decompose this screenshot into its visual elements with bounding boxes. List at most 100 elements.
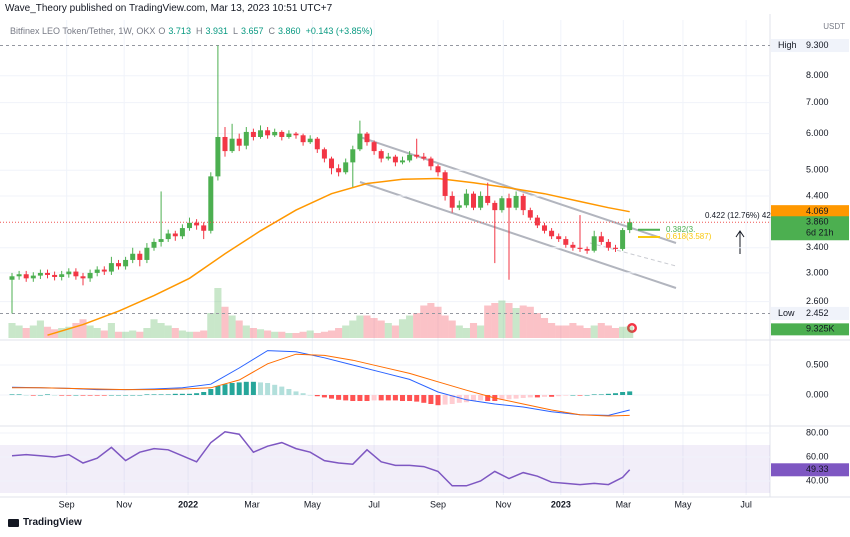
histogram-bar [130, 395, 136, 396]
histogram-bar [300, 393, 306, 396]
candle-body [471, 193, 477, 208]
ohlc-key: H [195, 26, 203, 36]
histogram-bar [243, 381, 249, 396]
volume-bar [491, 303, 499, 338]
y-tick-label: 5.000 [806, 165, 829, 175]
candle-body [30, 275, 36, 279]
volume-bar [604, 325, 612, 338]
histogram-bar [307, 395, 313, 396]
volume-bar [271, 331, 279, 338]
candle-body [520, 195, 526, 211]
volume-bar [590, 325, 598, 338]
volume-bar [143, 328, 151, 338]
volume-bar [207, 313, 215, 338]
y-tick-label: 3.400 [806, 242, 829, 252]
channel-midline [589, 242, 677, 267]
candle-body [435, 166, 441, 173]
volume-bar [555, 325, 563, 338]
histogram-bar [201, 392, 207, 396]
volume-bar [526, 306, 534, 338]
volume-bar [235, 320, 243, 338]
histogram-bar [123, 395, 129, 396]
candle-body [258, 130, 264, 137]
volume-bar [427, 303, 435, 338]
volume-bar [469, 323, 478, 338]
brand: TradingView [23, 517, 82, 528]
candle-body [16, 274, 22, 277]
fib-label: 0.382(3. [666, 225, 695, 234]
histogram-bar [87, 395, 93, 396]
histogram-bar [286, 389, 292, 396]
marker-label: Low [778, 308, 795, 318]
histogram-bar [9, 394, 15, 396]
candle-body [265, 130, 271, 136]
volume-bar [548, 323, 556, 338]
measure-label: 0.422 (12.76%) 422 [705, 211, 776, 220]
histogram-bar [456, 395, 462, 403]
volume-bar [484, 305, 492, 338]
volume-bar [193, 331, 201, 338]
histogram-bar [80, 395, 86, 396]
macd-line [11, 350, 630, 416]
volume-bar [335, 328, 343, 338]
histogram-bar [513, 395, 519, 399]
currency: USDT [823, 22, 845, 31]
y-tick-label: 6.000 [806, 128, 829, 138]
histogram-bar [279, 386, 285, 396]
histogram-bar [59, 395, 65, 396]
histogram-bar [94, 395, 100, 396]
histogram-bar [329, 395, 335, 399]
y-tick-label: 0.000 [806, 389, 829, 399]
y-tick-label: 8.000 [806, 70, 829, 80]
x-tick-label: Sep [430, 499, 446, 509]
last-price: 3.860 [806, 217, 829, 227]
histogram-bar [613, 393, 619, 396]
histogram-bar [30, 395, 36, 396]
histogram-bar [115, 395, 121, 396]
rsi-value-box [771, 463, 849, 477]
volume-bar [626, 326, 634, 338]
x-tick-label: Mar [244, 499, 260, 509]
volume-bar [356, 315, 364, 338]
volume-bar [43, 326, 52, 338]
candle-body [534, 217, 540, 226]
histogram-bar [66, 395, 72, 396]
volume-bar [619, 326, 627, 338]
volume-bar [107, 323, 115, 338]
volume-bar [462, 328, 470, 338]
fib-label: 0.618(3.587) [666, 232, 712, 241]
histogram-bar [272, 384, 278, 396]
volume-bar [384, 323, 392, 338]
candle-body [371, 142, 377, 152]
volume-bar [114, 331, 123, 338]
volume-value: 9.325K [806, 324, 835, 334]
volume-bar [597, 323, 605, 338]
macd-line [12, 353, 630, 417]
ma-value-box [771, 205, 849, 219]
histogram-bar [321, 395, 327, 398]
candle-body [428, 158, 434, 167]
candle-body [108, 263, 114, 272]
histogram-bar [172, 393, 178, 396]
volume-bar [36, 320, 44, 338]
x-tick-label: May [674, 499, 692, 509]
volume-bar [136, 331, 144, 338]
candle-body [407, 154, 413, 161]
volume-bar [93, 328, 101, 338]
volume-bar [86, 325, 94, 338]
histogram-bar [556, 395, 562, 397]
histogram-bar [236, 382, 242, 396]
marker-label: High [778, 40, 797, 50]
volume-bar [157, 323, 165, 338]
histogram-bar [364, 395, 370, 402]
volume-bar [434, 306, 442, 338]
y-tick-label: 60.00 [806, 451, 829, 461]
y-tick-label: 80.00 [806, 427, 829, 437]
candle-body [499, 198, 505, 211]
candle-body [563, 239, 569, 245]
candle-body [172, 233, 178, 237]
candle-body [44, 272, 50, 275]
histogram-bar [73, 395, 79, 396]
